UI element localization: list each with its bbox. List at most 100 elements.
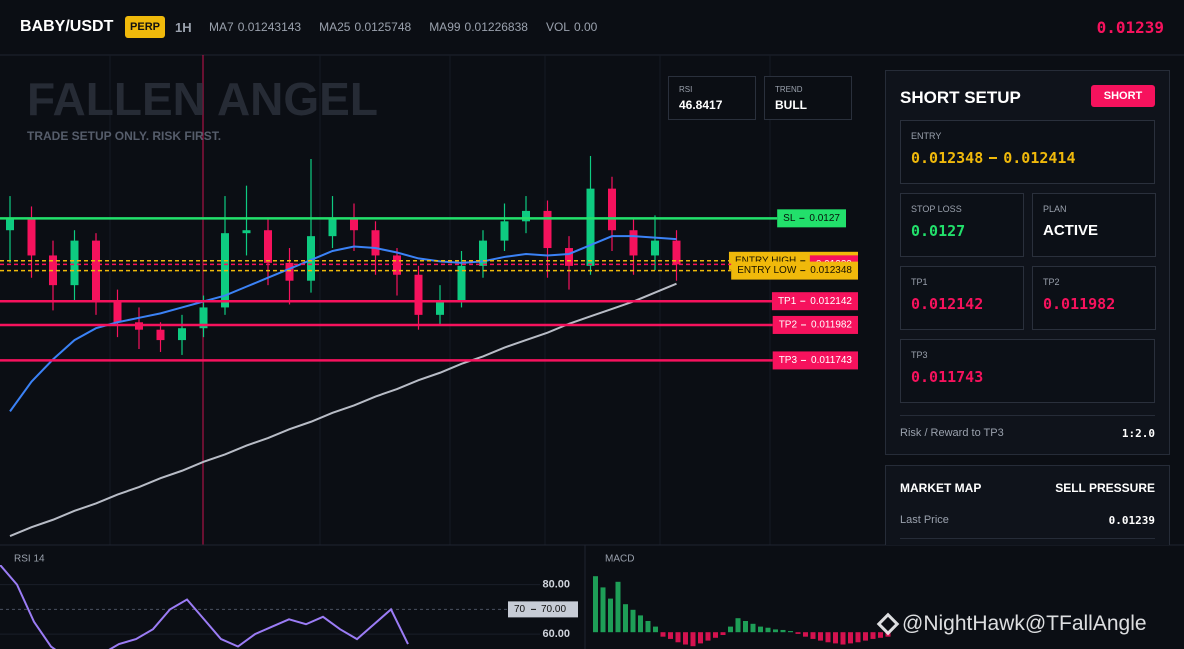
candle-body (264, 230, 272, 263)
stat-label: RSI (679, 85, 693, 94)
indicator: VOL 0.00 (546, 20, 597, 34)
interval[interactable]: 1H (175, 20, 192, 35)
candle-body (199, 307, 208, 329)
macd-panel (593, 576, 891, 647)
symbol: BABY/USDT (20, 18, 114, 35)
bottom-panel (0, 545, 1184, 649)
macd-bar (683, 632, 688, 645)
candle-body (543, 210, 552, 249)
candle-body (70, 240, 79, 286)
last-value: 0.01239 (1108, 514, 1155, 527)
tp1-value: 0.012142 (911, 295, 984, 313)
entry-low: 0.012348 (911, 149, 984, 167)
rr-value: 1:2.0 (1121, 427, 1155, 440)
candle-body (27, 218, 36, 256)
setup-title: SHORT SETUP (900, 88, 1021, 107)
macd-bar (848, 632, 853, 644)
macd-bar (803, 632, 808, 637)
sl-value: 0.0127 (911, 222, 966, 240)
stat-label: TREND (775, 85, 803, 94)
tp2-value: 0.011982 (1043, 295, 1116, 313)
direction-badge: SHORT (1091, 85, 1155, 107)
sl-box: STOP LOSS 0.0127 (900, 193, 1024, 257)
panel-title: RSI 14 (14, 554, 45, 565)
entry-box: ENTRY 0.012348 0.012414 (900, 120, 1155, 184)
macd-bar (758, 626, 763, 633)
rsi-line (0, 565, 409, 649)
marker-label: 70.00 (541, 604, 566, 615)
level-label: ENTRY LOW (737, 265, 797, 276)
rsi-stat: RSI 46.8417 (668, 76, 756, 120)
level-value: 0.011743 (811, 355, 852, 366)
indicator: MA7 0.01243143 (209, 20, 301, 34)
level-label: TP2 (779, 320, 798, 331)
stat-value: 46.8417 (679, 98, 723, 112)
indicator-label: MA99 (429, 20, 461, 34)
macd-bar (840, 632, 846, 645)
divider (900, 538, 1155, 539)
indicator-value: 0.01226838 (464, 20, 528, 34)
watermark-icon (876, 612, 900, 636)
entry-high: 0.012414 (1003, 149, 1076, 167)
overlay-subtitle: TRADE SETUP ONLY. RISK FIRST. (27, 129, 221, 143)
watermark: @NightHawk@TFallAngle (876, 612, 1147, 636)
setup-card: SHORT SETUP SHORT ENTRY 0.012348 0.01241… (885, 70, 1170, 455)
tp2-label: TP2 (1043, 277, 1060, 287)
indicator: MA99 0.01226838 (429, 20, 528, 34)
macd-bar (795, 632, 801, 634)
market-map-card: MARKET MAP SELL PRESSURE Last Price 0.01… (885, 465, 1170, 545)
macd-bar (690, 632, 696, 647)
macd-bar (855, 632, 861, 643)
moving-average (9, 235, 677, 412)
macd-bar (765, 627, 771, 633)
sl-label: STOP LOSS (911, 204, 962, 214)
macd-bar (750, 623, 756, 633)
header-price: 0.01239 (1096, 18, 1164, 37)
candle-body (307, 236, 315, 281)
candle-body (629, 230, 638, 256)
entry-label: ENTRY (911, 131, 942, 141)
macd-bar (668, 632, 673, 639)
candle-body (522, 210, 530, 222)
macd-bar (728, 626, 733, 633)
rsi-panel: 80.00 60.00 70 70.00 (0, 565, 578, 649)
panel-title: MACD (605, 554, 634, 565)
candle-body (500, 221, 509, 241)
macd-bar (720, 632, 726, 635)
candle-body (414, 274, 423, 315)
map-status: SELL PRESSURE (1055, 481, 1155, 495)
level-value: 0.0127 (809, 213, 840, 224)
candle-body (371, 230, 380, 256)
candle-body (393, 255, 401, 275)
macd-bar (630, 609, 636, 633)
level-label: TP3 (779, 355, 798, 366)
plan-box: PLAN ACTIVE (1032, 193, 1156, 257)
candle-body (350, 218, 358, 231)
tp3-label: TP3 (911, 350, 928, 360)
macd-bar (833, 632, 838, 644)
marker-name: 70 (514, 604, 526, 615)
level-tag (731, 261, 858, 280)
level-label: ENTRY HIGH (735, 255, 796, 266)
overlay-title: FALLEN ANGEL (27, 73, 378, 125)
macd-bar (638, 615, 643, 633)
tp1-label: TP1 (911, 277, 928, 287)
indicator-label: MA7 (209, 20, 234, 34)
y-tick-label: 60.00 (542, 628, 570, 640)
macd-bar (735, 618, 741, 633)
indicator-value: 0.00 (573, 20, 598, 34)
macd-bar (660, 632, 666, 637)
level-tag (771, 292, 858, 311)
candle-body (608, 188, 616, 231)
candle-body (113, 300, 122, 323)
macd-bar (713, 632, 718, 638)
macd-bar (863, 632, 868, 641)
candle-body (672, 240, 681, 265)
macd-bar (593, 576, 598, 633)
indicator-value: 0.01243143 (237, 20, 302, 34)
macd-bar (788, 631, 793, 633)
level-label: TP1 (778, 296, 797, 307)
candle-body (586, 188, 595, 266)
level-tag (772, 351, 858, 370)
